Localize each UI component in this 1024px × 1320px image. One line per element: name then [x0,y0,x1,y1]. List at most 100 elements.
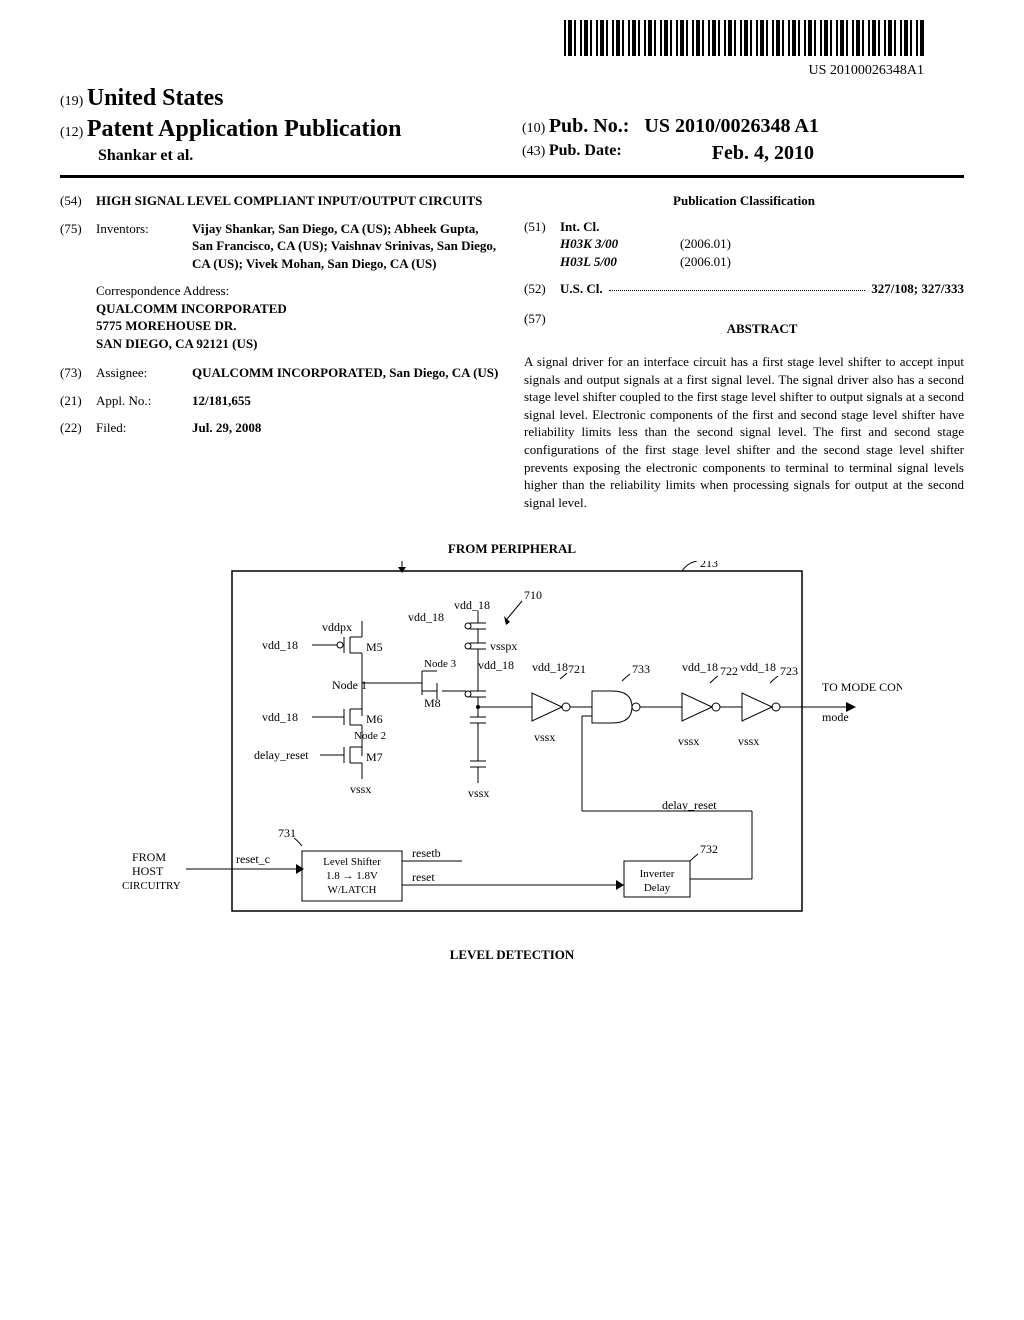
header: (19) United States (12) Patent Applicati… [60,85,964,165]
n52: (52) [524,280,560,298]
vdd18-722: vdd_18 [682,660,718,674]
intcl1-date: (2006.01) [680,235,731,253]
abstract: A signal driver for an interface circuit… [524,353,964,511]
level-shifter-3: W/LATCH [328,884,377,896]
vsspx: vsspx [490,639,517,653]
vdd18-723: vdd_18 [740,660,776,674]
barcode-lines [564,20,924,56]
delay-reset-m7: delay_reset [254,748,309,762]
level-detection-label: LEVEL DETECTION [60,947,964,963]
barcode-text: US 20100026348A1 [564,63,924,79]
uscl-val: 327/108; 327/333 [871,280,964,298]
level-shifter-1: Level Shifter [323,856,381,868]
entry-73: (73) Assignee: QUALCOMM INCORPORATED, Sa… [60,364,500,382]
reset-c: reset_c [236,852,270,866]
barcode-area: US 20100026348A1 [60,20,964,79]
two-col: (54) HIGH SIGNAL LEVEL COMPLIANT INPUT/O… [60,192,964,511]
assignee-label: Assignee: [96,364,192,382]
inventors: Vijay Shankar, San Diego, CA (US); Abhee… [192,220,500,273]
inventors-text: Vijay Shankar, San Diego, CA (US); Abhee… [192,221,496,271]
vssx-mid: vssx [468,786,489,800]
vssx-723: vssx [738,734,759,748]
n54: (54) [60,192,96,210]
uscl-dots [609,280,866,291]
vssx-left: vssx [350,782,371,796]
num-19: (19) [60,94,83,109]
intcl-label: Int. Cl. [560,219,599,234]
n73: (73) [60,364,96,382]
vdd18-721: vdd_18 [532,660,568,674]
line-12: (12) Patent Application Publication [60,116,502,143]
corr-label: Correspondence Address: [96,282,500,300]
inverter-delay-1: Inverter [640,868,675,880]
pubno-label: Pub. No.: [549,115,630,137]
doc-type: Patent Application Publication [87,116,402,142]
ref-732: 732 [700,842,718,856]
vdd18-mid1: vdd_18 [478,658,514,672]
M7: M7 [366,750,383,764]
n51: (51) [524,218,560,271]
from-host-3: CIRCUITRY [122,880,181,892]
vssx-722: vssx [678,734,699,748]
inverter-delay-2: Delay [644,882,671,894]
filed-label: Filed: [96,419,192,437]
node2: Node 2 [354,730,386,742]
left-col: (54) HIGH SIGNAL LEVEL COMPLIANT INPUT/O… [60,192,500,511]
intcl2-code: H03L 5/00 [560,253,680,271]
ref-721: 721 [568,662,586,676]
corr3: SAN DIEGO, CA 92121 (US) [96,336,257,351]
n21: (21) [60,392,96,410]
corr2: 5775 MOREHOUSE DR. [96,318,236,333]
abstract-label: ABSTRACT [560,320,964,338]
pubno: US 2010/0026348 A1 [644,115,818,137]
patent-title: HIGH SIGNAL LEVEL COMPLIANT INPUT/OUTPUT… [96,192,500,210]
vdd18-m6: vdd_18 [262,710,298,724]
vdd18-top1: vdd_18 [454,598,490,612]
entry-22: (22) Filed: Jul. 29, 2008 [60,419,500,437]
intcl2-date: (2006.01) [680,253,731,271]
intcl1-code: H03K 3/00 [560,235,680,253]
ref-213: 213 [700,561,718,570]
n75: (75) [60,220,96,273]
mode: mode [822,710,849,724]
vddpx: vddpx [322,620,352,634]
pubdate-line: (43) Pub. Date: Feb. 4, 2010 [522,142,964,160]
entry-52: (52) U.S. Cl. 327/108; 327/333 [524,280,964,298]
ref-731: 731 [278,826,296,840]
circuit-diagram: 213 vddpx vdd_18 M5 Node 1 Node 3 [122,561,902,941]
authors: Shankar et al. [98,147,502,165]
assignee: QUALCOMM INCORPORATED, San Diego, CA (US… [192,364,500,382]
entry-57: (57) ABSTRACT [524,310,964,344]
uscl-label: U.S. Cl. [560,280,603,298]
to-mode: TO MODE CONTROL [822,680,902,694]
ref-722: 722 [720,664,738,678]
pubno-line: (10) Pub. No.: US 2010/0026348 A1 [522,115,964,138]
n57: (57) [524,310,560,344]
entry-54: (54) HIGH SIGNAL LEVEL COMPLIANT INPUT/O… [60,192,500,210]
entry-21: (21) Appl. No.: 12/181,655 [60,392,500,410]
ref-710: 710 [524,588,542,602]
right-col: Publication Classification (51) Int. Cl.… [524,192,964,511]
node3: Node 3 [424,658,457,670]
corr1: QUALCOMM INCORPORATED [96,301,287,316]
filed: Jul. 29, 2008 [192,420,261,435]
n22: (22) [60,419,96,437]
assignee-text: QUALCOMM INCORPORATED, San Diego, CA (US… [192,365,498,380]
vdd18-top2: vdd_18 [408,610,444,624]
divider [60,175,964,178]
entry-75: (75) Inventors: Vijay Shankar, San Diego… [60,220,500,273]
pubdate: Feb. 4, 2010 [712,142,814,165]
vssx-721: vssx [534,730,555,744]
from-host-2: HOST [132,864,164,878]
reset: reset [412,870,435,884]
appl-no: 12/181,655 [192,393,251,408]
num-10: (10) [522,121,545,136]
num-12: (12) [60,125,83,140]
pubdate-label: Pub. Date: [549,142,622,159]
resetb: resetb [412,846,441,860]
M5: M5 [366,640,383,654]
M8: M8 [424,696,441,710]
ref-733: 733 [632,662,650,676]
entry-51: (51) Int. Cl. H03K 3/00 (2006.01) H03L 5… [524,218,964,271]
figure: FROM PERIPHERAL 213 vddpx vdd_18 M5 [60,541,964,963]
